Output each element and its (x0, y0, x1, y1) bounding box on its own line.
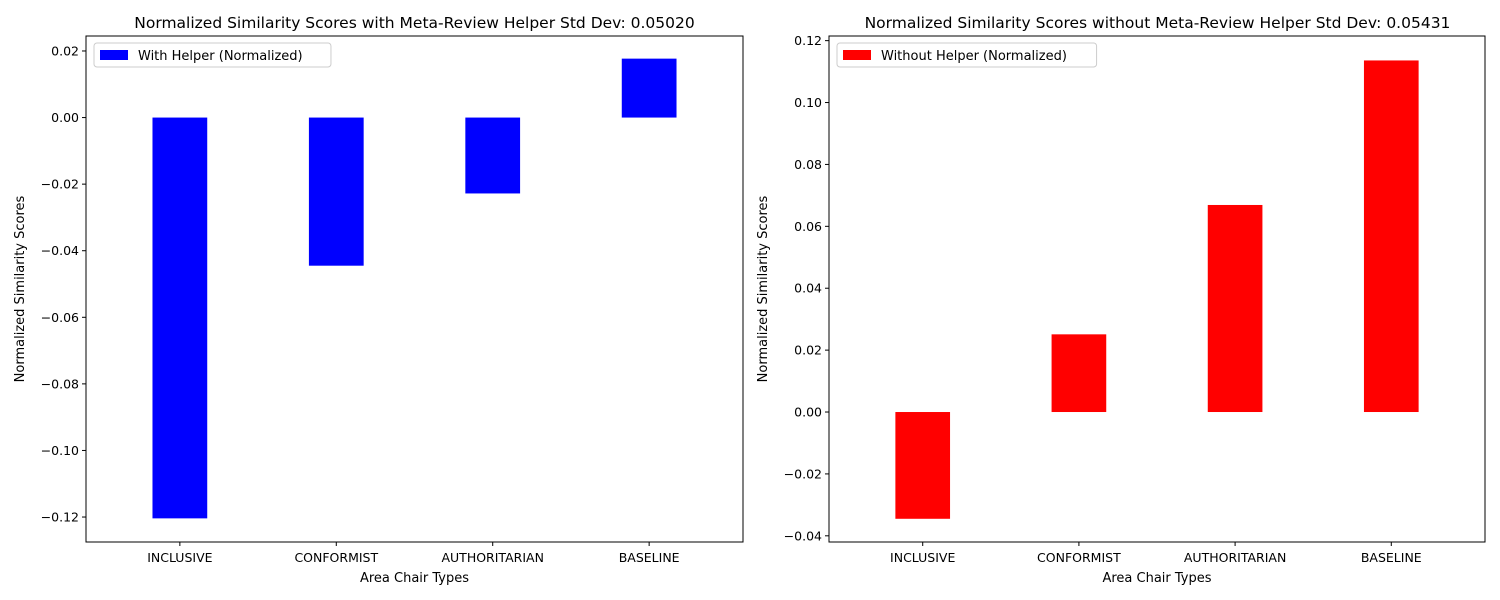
y-axis-label: Normalized Similarity Scores (13, 195, 28, 382)
y-tick-label: 0.08 (794, 157, 822, 172)
legend: With Helper (Normalized) (93, 42, 332, 68)
legend-swatch (843, 50, 871, 60)
y-tick-label: −0.08 (41, 376, 79, 391)
chart-title: Normalized Similarity Scores with Meta-R… (134, 14, 694, 32)
bar-conformist (308, 117, 364, 266)
y-tick-label: −0.02 (41, 177, 79, 192)
chart-without-helper: Normalized Similarity Scores without Met… (756, 14, 1486, 586)
plot-frame (85, 35, 744, 543)
y-tick-label: −0.04 (41, 243, 79, 258)
x-tick-label: AUTHORITARIAN (1184, 550, 1286, 565)
x-ticks: INCLUSIVE CONFORMIST AUTHORITARIAN BASELINE (147, 542, 680, 565)
legend-entry: Without Helper (Normalized) (881, 49, 1067, 64)
legend-swatch (100, 50, 128, 60)
bar-baseline (621, 58, 677, 118)
y-tick-label: −0.12 (41, 510, 79, 525)
plot-frame (828, 35, 1486, 543)
chart-with-helper: Normalized Similarity Scores with Meta-R… (13, 14, 744, 586)
x-tick-label: INCLUSIVE (147, 550, 212, 565)
x-tick-label: BASELINE (619, 550, 680, 565)
y-tick-label: 0.00 (794, 405, 822, 420)
y-tick-label: 0.02 (51, 43, 79, 58)
y-tick-label: 0.00 (51, 110, 79, 125)
legend-entry: With Helper (Normalized) (138, 49, 303, 64)
bars (895, 60, 1419, 519)
x-ticks: INCLUSIVE CONFORMIST AUTHORITARIAN BASELINE (890, 542, 1422, 565)
legend: Without Helper (Normalized) (836, 42, 1098, 68)
x-axis-label: Area Chair Types (1102, 571, 1211, 586)
bar-authoritarian (1207, 204, 1263, 413)
y-tick-label: 0.02 (794, 343, 822, 358)
y-tick-label: 0.10 (794, 95, 822, 110)
legend-box (836, 42, 1098, 68)
bar-authoritarian (465, 117, 521, 194)
x-tick-label: CONFORMIST (1037, 550, 1121, 565)
x-tick-label: BASELINE (1361, 550, 1422, 565)
y-tick-label: 0.04 (794, 281, 822, 296)
bar-conformist (1051, 334, 1107, 413)
y-tick-label: −0.10 (41, 443, 79, 458)
legend-box (93, 42, 332, 68)
x-tick-label: INCLUSIVE (890, 550, 955, 565)
x-axis-label: Area Chair Types (360, 571, 469, 586)
bar-inclusive (152, 117, 208, 519)
x-tick-label: AUTHORITARIAN (441, 550, 543, 565)
y-tick-label: −0.02 (784, 466, 822, 481)
y-tick-label: 0.06 (794, 219, 822, 234)
bars (152, 58, 677, 519)
chart-title: Normalized Similarity Scores without Met… (865, 14, 1451, 32)
y-ticks: −0.12 −0.10 −0.08 −0.06 −0.04 −0.02 0.00 0.02 (41, 43, 86, 525)
y-axis-label: Normalized Similarity Scores (756, 195, 771, 382)
bar-baseline (1363, 60, 1419, 413)
y-tick-label: −0.04 (784, 528, 822, 543)
y-ticks: −0.04 −0.02 0.00 0.02 0.04 0.06 0.08 0.10 0.12 (784, 33, 829, 543)
x-tick-label: CONFORMIST (294, 550, 378, 565)
bar-inclusive (895, 412, 951, 519)
y-tick-label: 0.12 (794, 33, 822, 48)
y-tick-label: −0.06 (41, 310, 79, 325)
